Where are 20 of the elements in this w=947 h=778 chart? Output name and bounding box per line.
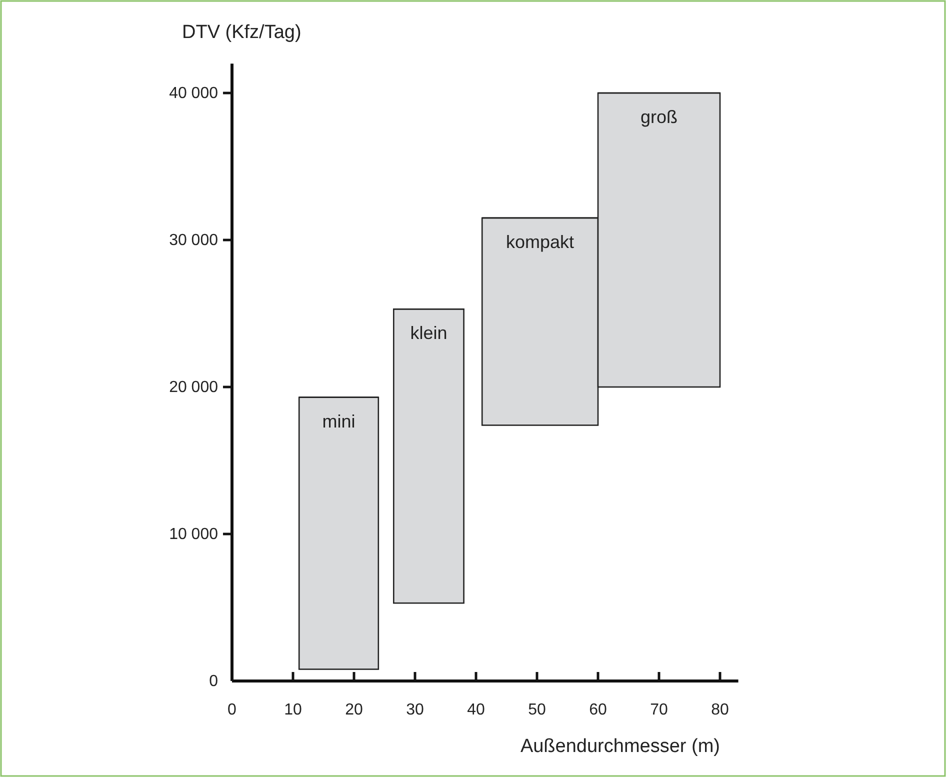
annotation: klein — [410, 323, 448, 344]
x-tick-label: 30 — [406, 701, 424, 718]
annotation: groß — [640, 107, 678, 127]
x-tick-label: 10 — [284, 701, 302, 718]
y-tick-label: 10 000 — [169, 526, 218, 544]
y-tick-label: 40 000 — [169, 85, 218, 102]
x-tick-label: 40 — [467, 701, 485, 718]
x-tick-label: 60 — [589, 701, 607, 718]
annotation: kompakt — [506, 232, 574, 252]
y-tick-label: 30 000 — [169, 232, 218, 250]
x-tick-label: 50 — [528, 701, 546, 718]
y-tick-label: 20 000 — [169, 379, 218, 396]
annotation: mini — [322, 411, 356, 432]
x-tick-label: 20 — [345, 701, 363, 718]
x-tick-label: 80 — [711, 701, 729, 718]
x-tick-label: 70 — [650, 701, 668, 718]
y-axis-title: DTV (Kfz/Tag) — [182, 22, 302, 43]
y-tick-label: 0 — [209, 673, 218, 690]
x-axis-title: Außendurchmesser (m) — [520, 736, 720, 757]
x-tick-label: 0 — [228, 701, 237, 718]
